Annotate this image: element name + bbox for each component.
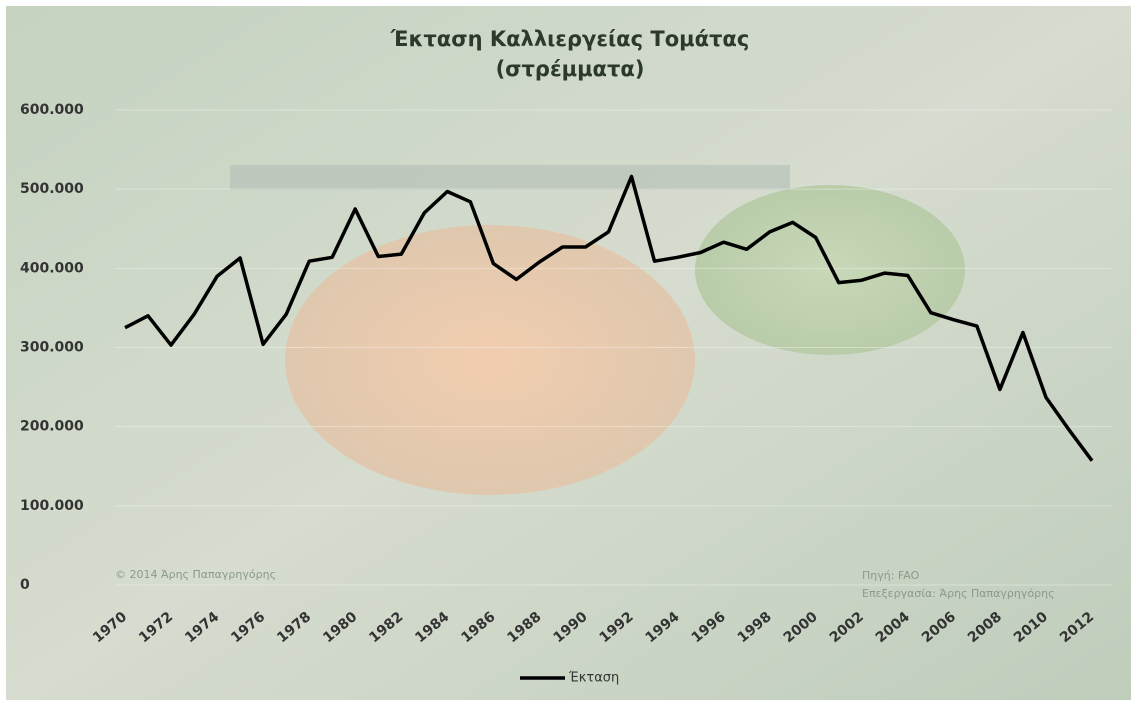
y-tick-label: 200.000: [20, 419, 84, 435]
y-tick-label: 300.000: [20, 340, 84, 356]
annotation: © 2014 Άρης Παπαγρηγόρης: [115, 568, 276, 581]
photo-tomato: [285, 225, 695, 495]
photo-bar: [230, 165, 790, 190]
chart-subtitle: (στρέμματα): [496, 57, 645, 81]
chart-title: Έκταση Καλλιεργείας Τομάτας: [390, 27, 750, 51]
data-line: [124, 174, 1094, 462]
y-tick-label: 400.000: [20, 260, 84, 276]
annotation: Επεξεργασία: Άρης Παπαγρηγόρης: [862, 587, 1055, 600]
photo-tomato: [695, 185, 965, 355]
legend-label: Έκταση: [568, 671, 619, 686]
y-tick-label: 600.000: [20, 102, 84, 118]
y-tick-label: 500.000: [20, 181, 84, 197]
y-tick-label: 100.000: [20, 498, 84, 514]
annotation: Πηγή: FAO: [862, 569, 920, 582]
y-tick-label: 0: [20, 577, 30, 593]
